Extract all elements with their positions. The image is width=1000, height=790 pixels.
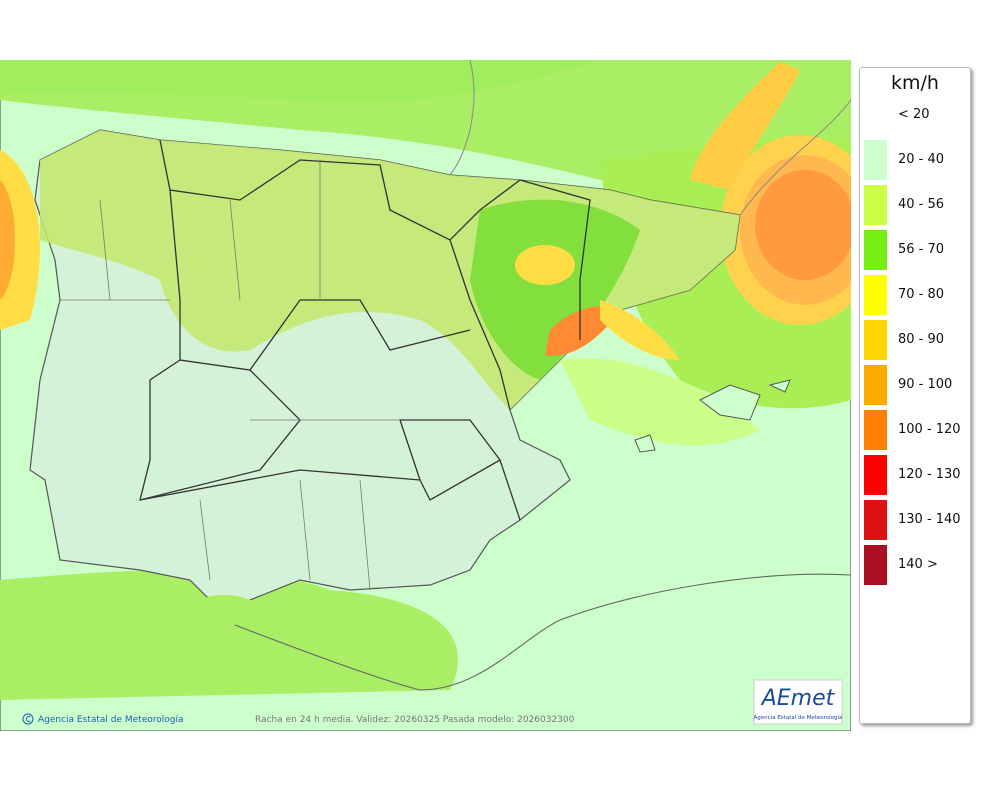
legend-label: 80 - 90 (898, 332, 945, 347)
sea-border (449, 60, 851, 216)
legend-swatch (864, 455, 887, 495)
legend-item: < 20 (864, 95, 968, 135)
wind-zone (560, 358, 760, 446)
legend-item: 140 > (864, 545, 968, 585)
legend-item: 40 - 56 (864, 185, 968, 225)
legend-item: 90 - 100 (864, 365, 968, 405)
legend-label: < 20 (898, 107, 930, 122)
legend-swatch (864, 230, 887, 270)
wind-zone (515, 245, 575, 285)
copyright-icon (26, 716, 31, 722)
legend-swatch (864, 545, 887, 585)
wind-zone (470, 199, 640, 380)
legend-label: 90 - 100 (898, 377, 953, 392)
legend-item: 120 - 130 (864, 455, 968, 495)
islands (634, 379, 791, 453)
wind-zone (0, 150, 40, 330)
legend-swatch (864, 275, 887, 315)
caption: Racha en 24 h media. Validez: 20260325 P… (255, 715, 575, 725)
logo-box (753, 679, 843, 725)
wind-zone (690, 62, 800, 190)
legend-label: 20 - 40 (898, 152, 945, 167)
legend-swatch (864, 95, 887, 135)
legend-swatch (864, 140, 887, 180)
legend-item: 20 - 40 (864, 140, 968, 180)
logo: AEmet (760, 686, 836, 711)
africa-coast (234, 573, 851, 691)
wind-zone (600, 300, 680, 360)
legend-label: 120 - 130 (898, 467, 961, 482)
wind-zone (0, 60, 600, 103)
legend-item: 130 - 140 (864, 500, 968, 540)
legend-label: 130 - 140 (898, 512, 961, 527)
legend-label: 40 - 56 (898, 197, 945, 212)
legend-swatch (864, 500, 887, 540)
legend-swatch (864, 320, 887, 360)
wind-zone (755, 170, 851, 280)
province-borders (60, 160, 400, 591)
legend-item: 56 - 70 (864, 230, 968, 270)
legend-item: 100 - 120 (864, 410, 968, 450)
legend-swatch (864, 410, 887, 450)
wind-zone (200, 594, 265, 630)
wind-zone (0, 180, 15, 300)
legend-label: 140 > (898, 557, 938, 572)
wind-zone (0, 570, 458, 700)
copyright-text: Agencia Estatal de Meteorología (38, 715, 184, 725)
legend-swatch (864, 365, 887, 405)
legend-label: 70 - 80 (898, 287, 945, 302)
map: Agencia Estatal de Meteorología Racha en… (0, 60, 851, 731)
legend-item: 80 - 90 (864, 320, 968, 360)
legend-item: 70 - 80 (864, 275, 968, 315)
logo-subtitle: Agencia Estatal de Meteorología (754, 714, 843, 721)
legend: km/h < 20 20 - 40 40 - 56 56 - 70 70 - 80 80 … (859, 67, 971, 724)
legend-unit: km/h (891, 72, 939, 94)
copyright-icon (22, 713, 34, 725)
legend-label: 100 - 120 (898, 422, 961, 437)
legend-label: 56 - 70 (898, 242, 945, 257)
legend-swatch (864, 185, 887, 225)
